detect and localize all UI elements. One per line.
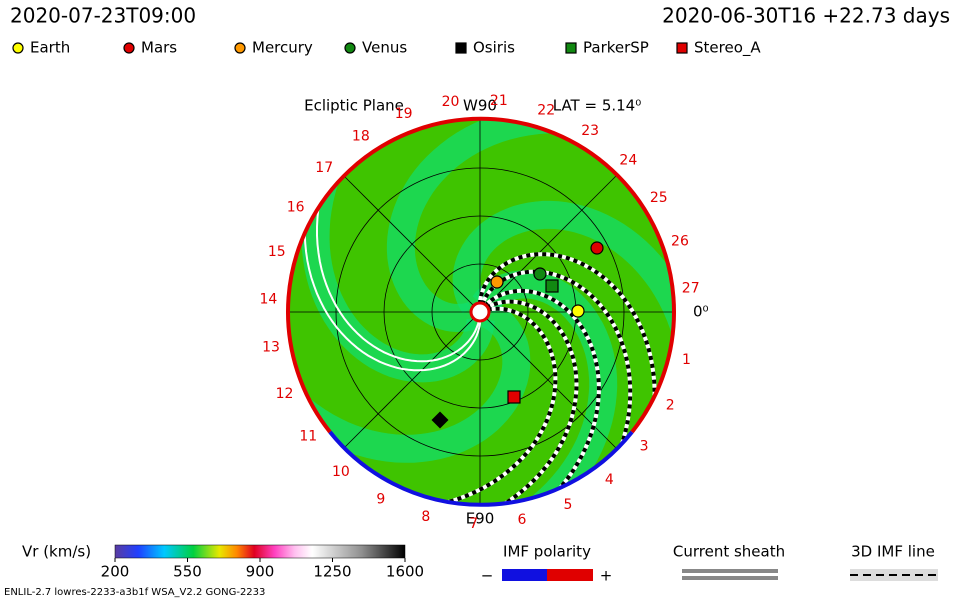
legend-label: Mercury [252, 39, 313, 57]
ring-label: 14 [259, 291, 277, 307]
ring-label: 24 [619, 153, 637, 169]
marker [234, 42, 246, 54]
w90-label: W90 [463, 97, 497, 115]
ring-label: 2 [666, 398, 675, 414]
ring-label: 5 [563, 497, 572, 513]
ring-label: 25 [650, 190, 668, 206]
date: 2020-07-23T09:00 [10, 4, 196, 28]
ring-label: 15 [268, 244, 286, 260]
ring-label: 26 [671, 234, 689, 250]
colorbar-label: Vr (km/s) [22, 543, 91, 561]
colorbar-tick-label: 200 [101, 563, 130, 581]
imf-line-white [287, 306, 558, 505]
plot-title: Ecliptic Plane [304, 97, 404, 115]
ring-label: 21 [490, 93, 508, 109]
imf-plus: + [600, 567, 613, 585]
ring-label: 1 [682, 352, 691, 368]
ring-label: 27 [682, 281, 700, 297]
marker [344, 42, 356, 54]
fast-band [386, 270, 618, 505]
colorbar-tick-label: 900 [246, 563, 275, 581]
imf-line-white [401, 288, 601, 505]
ring-label: 16 [287, 199, 305, 215]
sheath-title: Current sheath [673, 543, 785, 561]
ring-label: 17 [315, 160, 333, 176]
sheath-line [682, 569, 778, 573]
fast-band [287, 263, 531, 463]
zero-label: 0⁰ [693, 303, 709, 321]
negative-sector [328, 430, 634, 507]
colorbar-tick-label: 550 [173, 563, 202, 581]
sheath-line [682, 576, 778, 580]
imf-negative [502, 569, 547, 581]
ring-label: 19 [395, 106, 413, 122]
colorbar-tick-label: 1250 [313, 563, 351, 581]
legend: Earth Mars Mercury Venus Osiris ParkerSP Stere… [12, 39, 761, 58]
positive-sector [286, 116, 676, 434]
ring-label: 8 [421, 509, 430, 525]
ring-label: 22 [537, 103, 555, 119]
marker [12, 42, 24, 54]
ring-label: 6 [517, 512, 526, 528]
colorbar [114, 544, 406, 559]
fast-band [452, 200, 673, 493]
sun [469, 301, 491, 323]
imf-minus: − [481, 567, 494, 585]
ring-label: 10 [332, 464, 350, 480]
marker [455, 42, 467, 54]
ring-label: 13 [262, 340, 280, 356]
ring-label: 9 [376, 491, 385, 507]
ring-label: 7 [469, 516, 478, 532]
ring-label: 23 [581, 123, 599, 139]
lat-label: LAT = 5.14⁰ [553, 97, 641, 115]
ring-label: 12 [276, 386, 294, 402]
ring-label: 4 [605, 472, 614, 488]
bodies [431, 241, 604, 429]
marker [123, 42, 135, 54]
marker [590, 241, 604, 255]
legend-label: Osiris [473, 39, 515, 57]
footer: ENLIL-2.7 lowres-2233-a3b1f WSA_V2.2 GON… [4, 587, 265, 598]
marker [507, 390, 521, 404]
ring-label: 18 [352, 129, 370, 145]
legend-label: ParkerSP [583, 39, 649, 57]
legend-label: Venus [362, 39, 407, 57]
marker [545, 279, 559, 293]
legend-label: Mars [141, 39, 177, 57]
e90-label: E90 [466, 510, 495, 528]
ring-label: 11 [299, 428, 317, 444]
ring-label: 20 [442, 94, 460, 110]
run-time: 2020-06-30T16 +22.73 days [662, 4, 950, 28]
colorbar-tick-label: 1600 [386, 563, 424, 581]
marker [533, 267, 547, 281]
marker [571, 304, 585, 318]
legend-label: Stereo_A [694, 39, 761, 58]
colorbar-ticks: 200 550 900 1250 1600 [101, 558, 424, 581]
marker [490, 275, 504, 289]
marker [676, 42, 688, 54]
imf-line-white [331, 299, 579, 505]
legend-label: Earth [30, 39, 70, 57]
ring-label: 3 [640, 438, 649, 454]
osiris [431, 411, 449, 429]
marker [565, 42, 577, 54]
imf-line-title: 3D IMF line [851, 543, 935, 561]
imf-positive [547, 569, 593, 581]
imf-title: IMF polarity [503, 543, 591, 561]
